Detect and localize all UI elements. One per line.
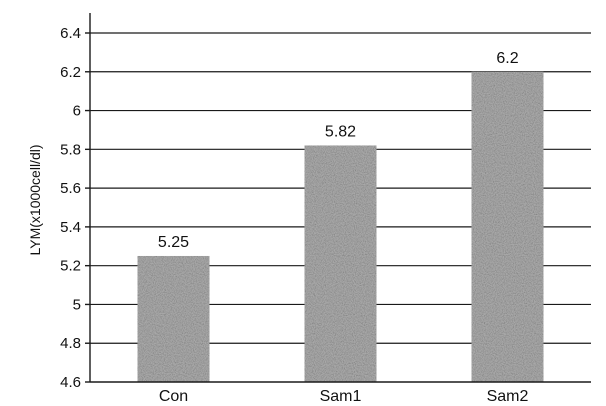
y-tick-label: 6.2: [60, 64, 81, 81]
data-label: 6.2: [496, 50, 518, 67]
bar-sam1: [304, 145, 377, 382]
y-tick-label: 6: [73, 103, 81, 120]
data-label: 5.82: [325, 123, 356, 140]
x-category-labels: Con Sam1 Sam2: [159, 388, 529, 405]
x-category-label: Con: [159, 388, 188, 405]
y-tick-label: 4.8: [60, 335, 81, 352]
y-tick-label: 5.6: [60, 180, 81, 197]
x-category-label: Sam1: [320, 388, 362, 405]
y-tick-label: 6.4: [60, 25, 81, 42]
bars: [137, 71, 544, 383]
data-labels: 5.25 5.82 6.2: [158, 50, 519, 251]
x-category-label: Sam2: [487, 388, 529, 405]
data-label: 5.25: [158, 234, 189, 251]
y-axis-title: LYM(x1000cell/dl): [27, 144, 43, 255]
bar-sam2: [471, 71, 544, 383]
bar-con: [137, 255, 210, 382]
axes: [89, 13, 591, 383]
y-tick-label: 5.8: [60, 141, 81, 158]
y-tick-label: 4.6: [60, 374, 81, 391]
y-tick-label: 5.2: [60, 258, 81, 275]
y-tick-label: 5: [73, 296, 81, 313]
y-tick-label: 5.4: [60, 219, 81, 236]
y-tick-labels: 4.6 4.8 5 5.2 5.4 5.6 5.8 6 6.2 6.4: [60, 25, 81, 391]
